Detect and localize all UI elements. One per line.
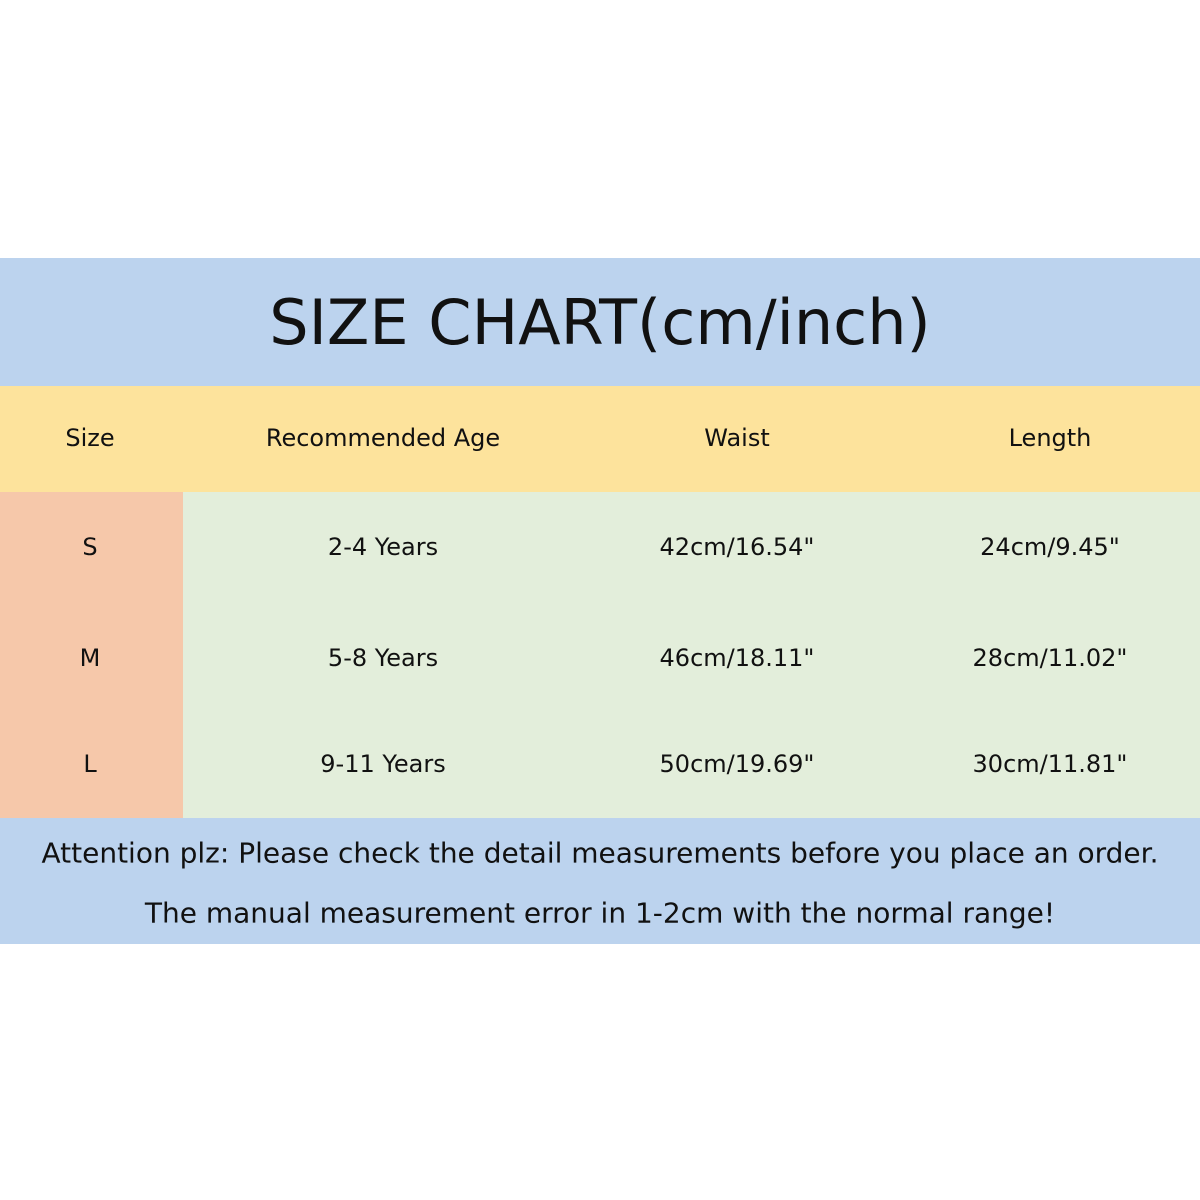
table-cell: 30cm/11.81" bbox=[972, 750, 1128, 778]
table-cell: 9-11 Years bbox=[320, 750, 446, 778]
table-cell: 28cm/11.02" bbox=[972, 644, 1128, 672]
table-cell: 50cm/19.69" bbox=[659, 750, 815, 778]
table-body bbox=[0, 492, 1200, 818]
table-cell: 2-4 Years bbox=[327, 533, 439, 561]
header-cell: Size bbox=[65, 424, 115, 452]
note: Attention plz: Please check the detail m… bbox=[41, 836, 1159, 870]
table-cell: 5-8 Years bbox=[327, 644, 439, 672]
table-cell: L bbox=[83, 750, 97, 778]
header-row bbox=[0, 386, 1200, 492]
header-cell: Length bbox=[1008, 424, 1092, 452]
table-cell: 46cm/18.11" bbox=[659, 644, 815, 672]
table-cell: M bbox=[79, 644, 101, 672]
title: SIZE CHART(cm/inch) bbox=[0, 258, 1200, 386]
notes-band bbox=[0, 818, 1200, 944]
size-column bbox=[0, 492, 183, 818]
header-cell: Recommended Age bbox=[265, 424, 501, 452]
table-cell: S bbox=[82, 533, 98, 561]
note: The manual measurement error in 1-2cm wi… bbox=[144, 896, 1056, 930]
header-cell: Waist bbox=[704, 424, 770, 452]
table-cell: 24cm/9.45" bbox=[980, 533, 1120, 561]
table-cell: 42cm/16.54" bbox=[659, 533, 815, 561]
